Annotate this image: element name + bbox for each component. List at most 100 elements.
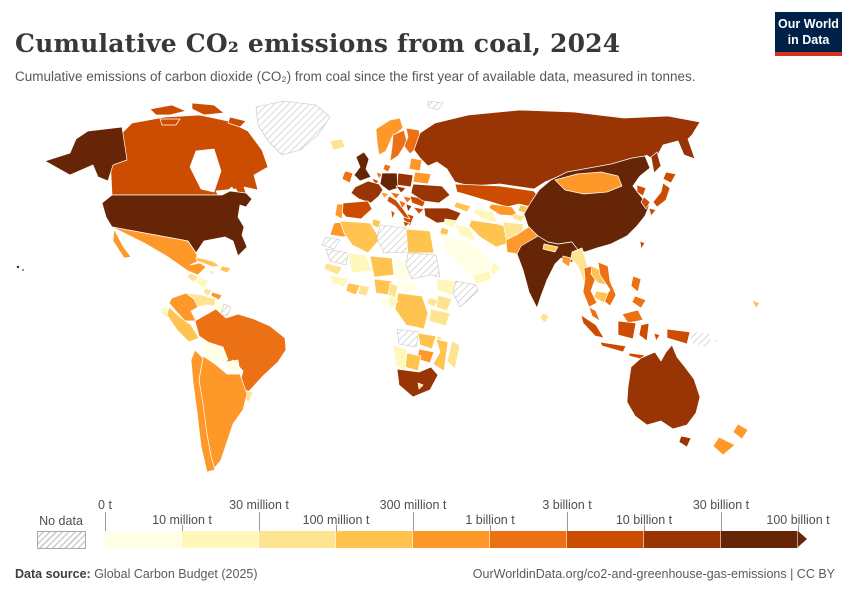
legend-segment[interactable] [721,531,798,548]
country-panama[interactable] [210,291,223,301]
country-ireland[interactable] [341,170,354,184]
country-somalia[interactable] [452,280,479,308]
country-switzerland[interactable] [380,191,390,199]
country-oman[interactable] [489,261,501,276]
country-uk[interactable] [353,151,372,182]
country-new-zealand[interactable] [712,423,749,456]
country-suriname[interactable] [220,303,232,317]
country-belgium[interactable] [371,177,380,186]
country-malaysia[interactable] [588,306,644,324]
country-western-sahara[interactable] [321,236,341,250]
country-niger[interactable] [369,255,395,278]
country-costa-rica[interactable] [202,287,213,297]
country-botswana[interactable] [404,352,422,372]
country-turkmenistan[interactable] [472,207,499,224]
country-spain[interactable] [338,200,373,220]
country-france[interactable] [350,180,384,204]
country-libya[interactable] [376,224,409,254]
country-lesotho[interactable] [417,382,424,390]
country-greenland[interactable] [255,100,331,156]
country-mongolia[interactable] [554,171,623,195]
country-egypt[interactable] [405,228,435,254]
country-cambodia[interactable] [593,290,609,304]
country-croatia[interactable] [398,199,407,210]
country-kenya[interactable] [435,294,453,312]
country-paraguay[interactable] [225,359,241,373]
legend-segment[interactable] [105,531,182,548]
country-bulgaria[interactable] [412,206,425,215]
country-mali[interactable] [347,252,373,274]
owid-logo[interactable]: Our World in Data [775,12,842,57]
country-netherlands[interactable] [375,171,383,180]
legend-segment[interactable] [567,531,644,548]
country-svalbard[interactable] [427,100,444,111]
country-poland[interactable] [396,172,414,188]
legend-segment[interactable] [644,531,721,548]
country-nepal[interactable] [542,243,559,253]
country-tanzania[interactable] [428,308,451,327]
legend-segment[interactable] [259,531,336,548]
country-yemen[interactable] [471,270,493,285]
country-guatemala[interactable] [186,272,200,283]
legend-segment[interactable] [490,531,567,548]
country-iceland[interactable] [329,138,346,151]
country-iran[interactable] [468,219,513,248]
country-austria[interactable] [389,191,401,200]
country-gabon[interactable] [380,296,391,309]
country-iraq[interactable] [454,223,477,242]
country-drc[interactable] [394,292,429,330]
country-ukraine[interactable] [410,183,451,204]
country-indonesia[interactable] [580,314,691,360]
country-peru[interactable] [166,306,200,343]
country-tunisia[interactable] [371,218,382,229]
country-baltics[interactable] [408,157,423,172]
country-norway[interactable] [375,117,404,156]
country-azerbaijan[interactable] [453,201,472,213]
country-zambia[interactable] [417,332,437,350]
country-new-caledonia[interactable] [751,299,761,309]
country-canada[interactable] [109,102,269,200]
country-honduras[interactable] [195,276,210,289]
country-uzbekistan[interactable] [488,203,519,217]
country-mozambique[interactable] [432,338,449,372]
country-sudan[interactable] [405,252,441,280]
country-sweden[interactable] [389,129,408,162]
country-uganda[interactable] [426,297,439,308]
legend-segment[interactable] [336,531,413,548]
country-congo[interactable] [386,294,399,310]
country-syria[interactable] [443,218,459,229]
country-hungary[interactable] [402,195,413,204]
country-papua-new-guinea[interactable] [689,330,723,349]
country-ghana[interactable] [357,284,371,297]
country-chile[interactable] [190,349,216,473]
country-australia[interactable] [626,344,701,448]
country-serbia[interactable] [405,203,413,213]
country-taiwan[interactable] [639,240,646,250]
country-usa[interactable] [16,126,253,272]
country-vietnam[interactable] [597,261,617,307]
owid-link[interactable]: OurWorldinData.org/co2-and-greenhouse-ga… [472,567,835,581]
country-senegal[interactable] [323,262,343,276]
country-laos[interactable] [590,265,607,286]
country-mauritania[interactable] [325,248,349,266]
country-czechia[interactable] [395,185,407,194]
country-cuba[interactable] [195,256,221,268]
country-ivory-coast[interactable] [345,282,361,296]
country-mexico[interactable] [111,226,207,276]
country-dominican-republic[interactable] [219,265,232,274]
country-namibia[interactable] [392,344,408,372]
country-belarus[interactable] [412,171,432,185]
country-philippines[interactable] [630,275,647,309]
country-south-africa[interactable] [396,366,439,398]
country-japan[interactable] [648,171,677,217]
country-bolivia[interactable] [200,339,229,363]
country-germany[interactable] [379,172,399,192]
country-north-korea[interactable] [636,184,647,197]
country-sri-lanka[interactable] [539,312,550,324]
no-data-swatch[interactable] [37,531,86,549]
country-algeria[interactable] [339,220,381,254]
country-guinea[interactable] [329,274,349,288]
country-bangladesh[interactable] [561,255,572,268]
country-jamaica[interactable] [208,269,215,276]
country-denmark[interactable] [382,163,392,173]
